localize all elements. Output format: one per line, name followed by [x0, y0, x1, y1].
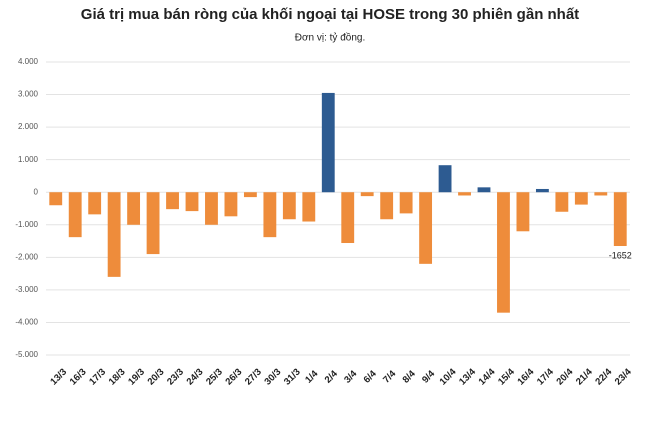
bar	[399, 192, 413, 214]
x-tick-label: 18/3	[107, 367, 128, 388]
x-tick-label: 30/3	[262, 367, 283, 388]
bar	[68, 192, 82, 238]
bar	[205, 192, 218, 225]
bar	[360, 192, 374, 197]
bar	[574, 192, 588, 205]
bar	[613, 192, 627, 247]
bar	[477, 187, 491, 193]
bar	[594, 192, 608, 196]
x-tick-label: 16/4	[516, 366, 537, 387]
y-tick-label: 0	[34, 187, 39, 196]
bar	[224, 192, 238, 217]
x-tick-label: 26/3	[224, 367, 245, 388]
x-tick-label: 22/4	[593, 366, 614, 387]
x-tick-label: 24/3	[185, 367, 206, 388]
x-tick-label: 9/4	[420, 368, 438, 386]
x-tick-label: 19/3	[126, 367, 147, 388]
bar	[185, 192, 199, 212]
bar	[497, 192, 510, 313]
x-tick-label: 23/3	[165, 367, 186, 388]
x-tick-label: 2/4	[323, 368, 341, 386]
x-tick-label: 20/4	[554, 366, 575, 387]
x-tick-label: 1/4	[303, 368, 321, 386]
bar	[302, 192, 316, 222]
bar	[49, 192, 63, 206]
chart-title: Giá trị mua bán ròng của khối ngoại tại …	[81, 6, 579, 23]
x-tick-label: 27/3	[243, 367, 264, 388]
bar	[88, 192, 102, 215]
bar	[419, 192, 433, 264]
bar	[458, 192, 471, 196]
bar	[535, 188, 549, 193]
bar	[321, 92, 335, 193]
y-tick-label: -5.000	[15, 350, 38, 359]
y-tick-label: -4.000	[15, 318, 38, 327]
y-tick-label: 1.000	[18, 155, 39, 164]
y-tick-label: 4.000	[18, 57, 39, 66]
x-tick-label: 20/3	[146, 367, 167, 388]
bar	[438, 165, 452, 193]
x-tick-label: 17/3	[87, 367, 108, 388]
bar	[263, 192, 277, 238]
x-tick-label: 13/4	[457, 366, 478, 387]
bar	[243, 192, 257, 198]
x-tick-label: 6/4	[362, 368, 380, 386]
bar	[127, 192, 141, 225]
y-tick-label: 2.000	[18, 122, 39, 131]
x-tick-label: 23/4	[613, 366, 634, 387]
x-tick-label: 13/3	[48, 367, 69, 388]
x-tick-label: 7/4	[381, 368, 399, 386]
x-tick-label: 16/3	[68, 367, 89, 388]
y-tick-label: -1.000	[15, 220, 38, 229]
bar	[380, 192, 394, 220]
data-label: -1652	[609, 250, 632, 260]
x-tick-label: 25/3	[204, 367, 225, 388]
bar	[166, 192, 179, 210]
bar	[341, 192, 355, 244]
x-tick-label: 15/4	[496, 366, 517, 387]
bar	[516, 192, 530, 232]
y-tick-label: -3.000	[15, 285, 38, 294]
bar	[107, 192, 121, 277]
x-tick-label: 21/4	[574, 366, 595, 387]
x-tick-label: 31/3	[282, 367, 303, 388]
x-tick-label: 8/4	[401, 368, 419, 386]
chart-subtitle: Đơn vị: tỷ đồng.	[295, 32, 365, 44]
x-tick-label: 17/4	[535, 366, 556, 387]
bar	[555, 192, 569, 212]
y-tick-label: 3.000	[18, 90, 39, 99]
y-tick-label: -2.000	[15, 252, 38, 261]
bar	[282, 192, 296, 220]
x-tick-label: 3/4	[342, 368, 360, 386]
x-tick-label: 14/4	[477, 366, 498, 387]
bar	[146, 192, 160, 255]
x-tick-label: 10/4	[438, 366, 459, 387]
